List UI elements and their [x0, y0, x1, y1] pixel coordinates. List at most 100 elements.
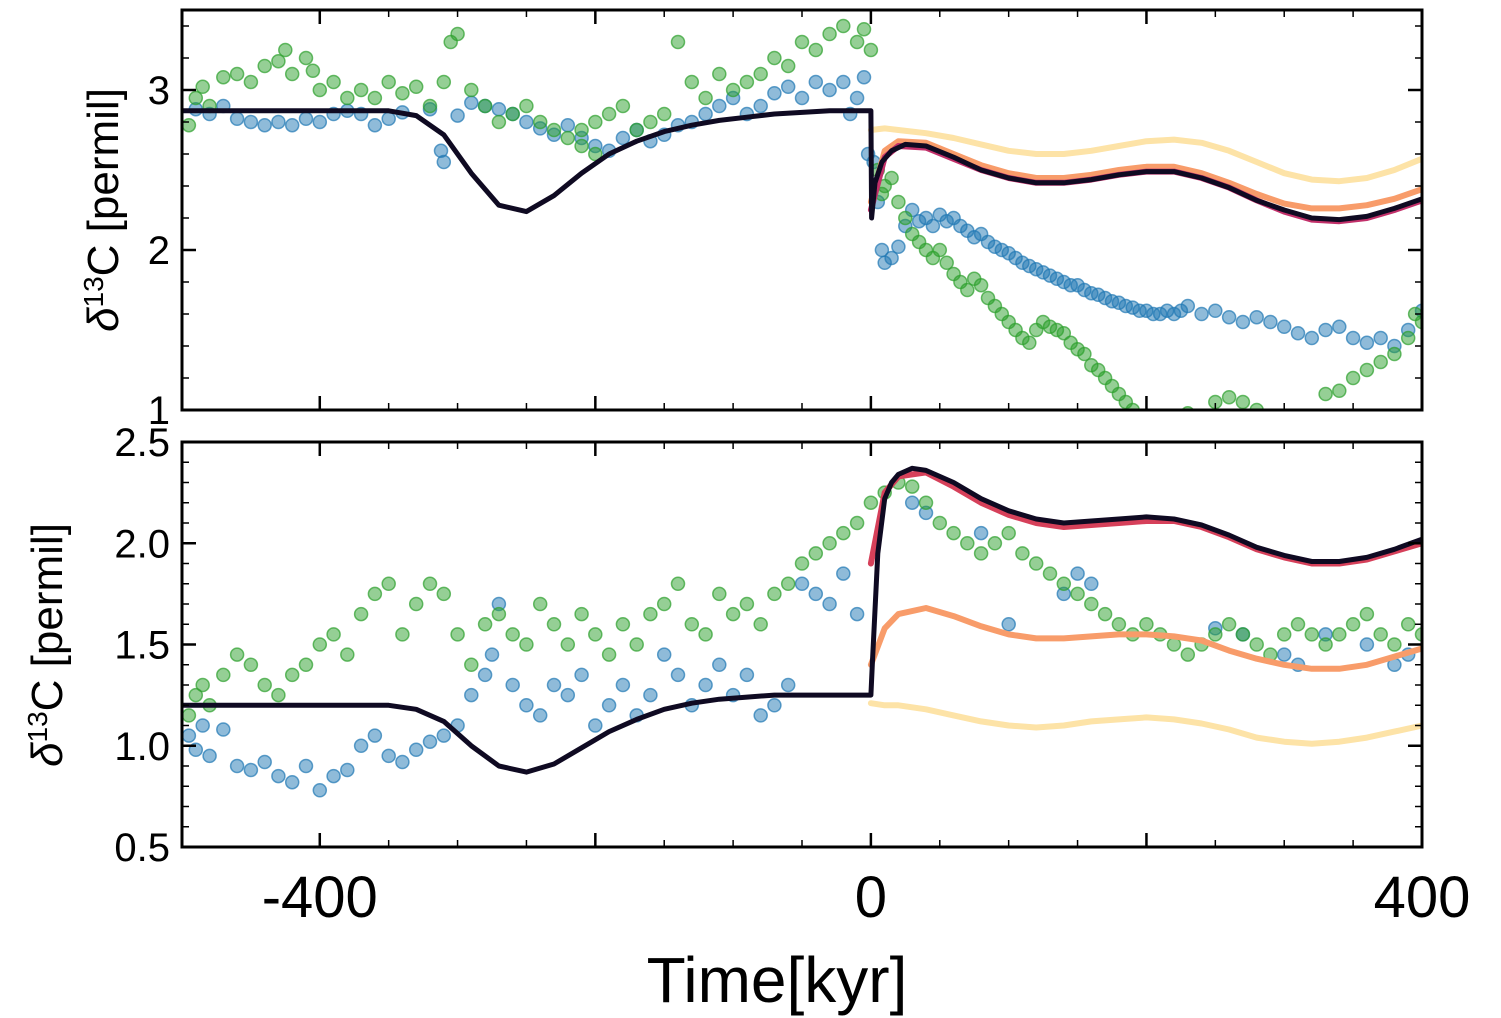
bottom-scatter-1-point-86 — [1345, 617, 1361, 632]
bottom-scatter-0-point-0 — [182, 728, 197, 743]
top-line-0 — [867, 125, 1422, 185]
top-scatter-0-point-39 — [753, 98, 768, 114]
xtick-label-0: -400 — [262, 865, 378, 930]
top-scatter-0-point-102 — [1249, 309, 1264, 325]
bottom-scatter-0-point-48 — [808, 586, 824, 602]
top-scatter-1-point-101 — [1332, 383, 1347, 399]
top-scatter-1-point-94 — [1125, 402, 1140, 410]
top-scatter-0-point-111 — [1373, 330, 1388, 346]
bottom-scatter-1-point-68 — [1097, 606, 1113, 622]
top-scatter-0-point-47 — [849, 90, 865, 106]
top-scatter-1-point-54 — [856, 21, 872, 37]
bottom-scatter-1-point-37 — [670, 576, 686, 592]
top-scatter-0-point-7 — [284, 117, 300, 133]
bottom-scatter-0-point-14 — [353, 738, 369, 754]
top-scatter-1-point-98 — [1235, 394, 1251, 410]
bottom-scatter-1-point-42 — [739, 596, 755, 612]
top-scatter-1-point-37 — [629, 122, 644, 138]
bottom-scatter-1-point-50 — [849, 515, 865, 531]
bottom-scatter-1-point-12 — [326, 627, 341, 642]
top-scatter-1-point-8 — [271, 53, 286, 69]
bottom-scatter-1-point-4 — [216, 667, 231, 683]
top-scatter-1-point-11 — [298, 50, 314, 66]
top-scatter-1-point-22 — [436, 74, 452, 90]
top-scatter-1-point-15 — [340, 90, 355, 106]
top-scatter-1-point-9 — [278, 42, 293, 58]
top-scatter-0-point-22 — [519, 114, 534, 130]
bottom-scatter-1-point-14 — [353, 606, 369, 622]
top-scatter-0-point-60 — [925, 218, 941, 234]
top-scatter-0-point-116 — [433, 143, 449, 159]
bottom-scatter-1-point-71 — [1139, 617, 1154, 632]
bottom-scatter-1-point-66 — [1070, 586, 1085, 602]
bottom-scatter-0-point-29 — [546, 677, 562, 693]
bottom-scatter-0-point-37 — [656, 647, 672, 662]
bottom-scatter-1-point-22 — [464, 657, 479, 673]
bottom-scatter-1-point-74 — [1180, 647, 1196, 662]
bottom-scatter-0-point-18 — [408, 742, 424, 758]
top-scatter-1-point-42 — [698, 90, 713, 106]
bottom-scatter-1-point-9 — [284, 667, 300, 683]
bottom-scatter-0-point-9 — [284, 774, 300, 790]
xtick-label-2: 400 — [1374, 865, 1471, 930]
bottom-scatter-1-point-79 — [1249, 637, 1264, 652]
bottom-scatter-1-point-62 — [1015, 546, 1030, 561]
bottom-scatter-0-point-58 — [1084, 576, 1099, 592]
bottom-scatter-0-point-8 — [271, 768, 286, 784]
bottom-scatter-1-point-24 — [491, 606, 507, 622]
bottom-scatter-1-point-77 — [1221, 617, 1237, 632]
top-scatter-0-point-25 — [560, 117, 576, 133]
top-scatter-1-point-33 — [574, 122, 589, 138]
top-scatter-1-point-79 — [1022, 335, 1037, 351]
top-scatter-1-point-0 — [182, 117, 197, 133]
bottom-scatter-0-point-40 — [698, 677, 713, 693]
bottom-scatter-1-point-65 — [1056, 576, 1072, 592]
top-scatter-1-point-87 — [1077, 346, 1092, 362]
top-scatter-0-point-104 — [1276, 319, 1292, 335]
bottom-scatter-0-point-33 — [601, 698, 617, 713]
top-scatter-1-point-99 — [1249, 402, 1264, 410]
bottom-scatter-0-point-34 — [615, 677, 631, 693]
bottom-scatter-1-point-27 — [532, 596, 548, 612]
top-scatter-1-point-19 — [395, 85, 410, 101]
bottom-scatter-0-point-16 — [381, 748, 396, 764]
top-scatter-1-point-30 — [532, 114, 548, 130]
bottom-ytick-label-0: 0.5 — [114, 826, 170, 870]
bottom-scatter-1-point-31 — [588, 627, 603, 642]
top-scatter-1-point-6 — [243, 74, 259, 90]
bottom-scatter-0-point-36 — [643, 687, 658, 703]
bottom-scatter-0-point-3 — [202, 748, 217, 764]
bottom-scatter-0-point-45 — [767, 698, 782, 713]
top-scatter-0-point-98 — [1194, 306, 1209, 322]
bottom-ylabel-delta: δ — [23, 742, 72, 767]
top-scatter-1-point-36 — [615, 98, 631, 114]
bottom-ytick-label-1: 1.0 — [114, 725, 170, 769]
bottom-scatter-1-point-29 — [560, 637, 576, 652]
bottom-scatter-0-point-57 — [1070, 566, 1085, 581]
top-scatter-1-point-14 — [326, 74, 341, 90]
bottom-scatter-1-point-26 — [519, 637, 534, 652]
top-scatter-1-point-27 — [491, 114, 507, 130]
top-scatter-0-point-13 — [367, 117, 383, 133]
top-axes-frame — [180, 8, 1424, 412]
bottom-scatter-1-point-13 — [340, 647, 355, 662]
bottom-ylabel-sup: 13 — [22, 711, 53, 742]
bottom-scatter-0-point-54 — [973, 525, 989, 541]
x-axis-title: Time[kyr] — [647, 944, 908, 1016]
bottom-scatter-1-point-90 — [1400, 617, 1416, 632]
bottom-scatter-1-point-21 — [450, 627, 465, 642]
bottom-scatter-1-point-60 — [987, 536, 1003, 551]
top-ylabel-sup: 13 — [78, 276, 109, 307]
top-scatter-0-point-8 — [298, 111, 314, 127]
top-scatter-1-point-72 — [973, 277, 989, 293]
bottom-scatter-1-point-82 — [1290, 617, 1306, 632]
top-scatter-1-point-4 — [216, 69, 231, 85]
top-scatter-1-point-49 — [794, 34, 810, 50]
top-ytick-label-0: 1 — [148, 389, 170, 433]
bottom-scatter-1-point-25 — [505, 627, 520, 642]
bottom-scatter-0-point-26 — [505, 677, 520, 693]
top-scatter-1-point-108 — [1414, 314, 1422, 330]
bottom-scatter-1-point-57 — [946, 525, 961, 541]
top-scatter-0-point-3 — [229, 111, 245, 127]
bottom-scatter-0-point-47 — [794, 576, 810, 592]
